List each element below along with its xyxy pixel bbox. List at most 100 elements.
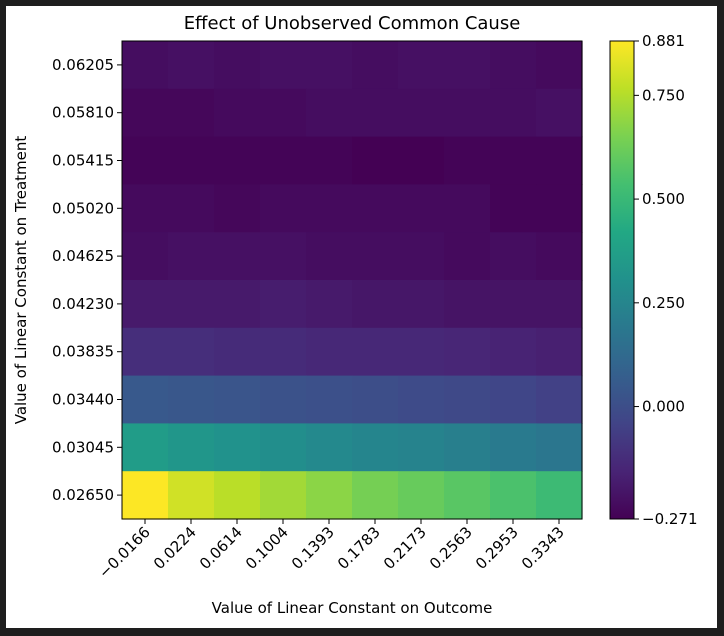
heatmap-cell (444, 280, 491, 329)
heatmap-cell (122, 423, 169, 472)
heatmap-cell (306, 232, 353, 281)
heatmap-cell (490, 327, 537, 377)
heatmap-cell (490, 41, 537, 90)
heatmap-cell (490, 136, 537, 185)
y-tick-label: 0.03440 (52, 391, 114, 409)
heatmap-cell (306, 423, 353, 472)
x-tick-label: 0.1004 (242, 523, 292, 573)
heatmap-cell (398, 471, 445, 520)
heatmap-cell (168, 136, 215, 185)
heatmap-cell (444, 88, 491, 138)
heatmap-cell (444, 423, 491, 472)
heatmap-cell (398, 136, 445, 185)
heatmap-cell (444, 375, 491, 424)
colorbar-tick-label: −0.271 (642, 510, 698, 528)
heatmap-cell (490, 232, 537, 281)
heatmap-cell (260, 327, 307, 377)
heatmap-cell (536, 41, 583, 90)
x-tick-label: 0.0224 (150, 523, 200, 573)
heatmap-cell (214, 280, 261, 329)
heatmap-cell (122, 88, 169, 138)
heatmap-cell (490, 280, 537, 329)
x-tick-label: 0.2953 (472, 523, 522, 573)
x-tick-label: 0.0614 (196, 523, 246, 573)
x-tick-label: −0.0166 (95, 523, 154, 582)
heatmap-cell (260, 375, 307, 424)
heatmap-cell (398, 41, 445, 90)
heatmap-cell (306, 88, 353, 138)
heatmap-cell (536, 232, 583, 281)
heatmap-cell (444, 232, 491, 281)
plot-frame (121, 40, 583, 520)
heatmap-cell (122, 327, 169, 377)
x-tick-label: 0.2563 (426, 523, 476, 573)
y-tick-label: 0.04230 (52, 295, 114, 313)
heatmap-cell (398, 327, 445, 377)
heatmap-cell (306, 184, 353, 233)
heatmap-cell (398, 375, 445, 424)
heatmap-cell (214, 232, 261, 281)
colorbar-tick-label: 0.500 (642, 190, 685, 208)
heatmap-cell (352, 423, 399, 472)
heatmap-cell (536, 471, 583, 520)
heatmap-cell (490, 88, 537, 138)
heatmap-cell (260, 88, 307, 138)
heatmap-cell (214, 471, 261, 520)
heatmap-cell (214, 184, 261, 233)
heatmap-cell (490, 423, 537, 472)
heatmap-cell (398, 232, 445, 281)
heatmap-cell (168, 423, 215, 472)
heatmap-cell (260, 471, 307, 520)
heatmap-cell (444, 136, 491, 185)
heatmap-cell (536, 280, 583, 329)
y-tick-label: 0.03835 (52, 343, 114, 361)
heatmap-cell (168, 375, 215, 424)
heatmap-cell (490, 184, 537, 233)
heatmap-cell (260, 423, 307, 472)
heatmap-cell (214, 375, 261, 424)
y-tick-label: 0.04625 (52, 247, 114, 265)
figure: Effect of Unobserved Common Cause 0.06205… (6, 6, 717, 628)
y-tick-label: 0.05810 (52, 104, 114, 122)
heatmap-cell (306, 327, 353, 377)
heatmap-chart: Effect of Unobserved Common Cause 0.06205… (12, 13, 698, 617)
heatmap-cell (168, 184, 215, 233)
heatmap-cell (214, 327, 261, 377)
heatmap-cell (536, 88, 583, 138)
colorbar-tick-label: 0.250 (642, 294, 685, 312)
heatmap-cell (398, 88, 445, 138)
heatmap-cell (490, 375, 537, 424)
heatmap-cell (306, 41, 353, 90)
heatmap-cell (352, 136, 399, 185)
heatmap-cell (122, 184, 169, 233)
heatmap-cell (306, 375, 353, 424)
heatmap-cell (352, 471, 399, 520)
heatmap-cell (536, 423, 583, 472)
heatmap-cell (260, 280, 307, 329)
colorbar-tick-label: 0.881 (642, 32, 685, 50)
heatmap-cell (398, 280, 445, 329)
heatmap-cell (352, 41, 399, 90)
heatmap-cell (168, 41, 215, 90)
heatmap-cell (352, 184, 399, 233)
heatmap-cell (260, 41, 307, 90)
heatmap-cells (122, 41, 583, 520)
heatmap-cell (444, 41, 491, 90)
heatmap-cell (536, 136, 583, 185)
heatmap-cell (214, 88, 261, 138)
colorbar-tick-label: 0.750 (642, 86, 685, 104)
heatmap-cell (168, 327, 215, 377)
heatmap-cell (122, 232, 169, 281)
heatmap-cell (214, 423, 261, 472)
heatmap-cell (168, 232, 215, 281)
heatmap-cell (352, 88, 399, 138)
y-tick-label: 0.05020 (52, 199, 114, 217)
x-tick-label: 0.2173 (380, 523, 430, 573)
y-tick-label: 0.05415 (52, 152, 114, 170)
x-tick-label: 0.1393 (288, 523, 338, 573)
heatmap-cell (168, 280, 215, 329)
heatmap-cell (214, 41, 261, 90)
heatmap-cell (168, 471, 215, 520)
heatmap-cell (260, 136, 307, 185)
heatmap-cell (536, 184, 583, 233)
